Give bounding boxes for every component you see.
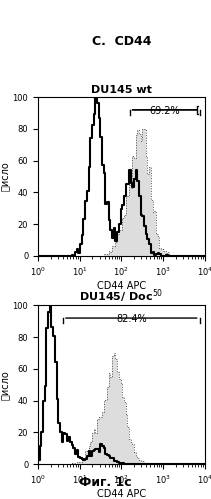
Y-axis label: 䉿исло: 䉿исло: [0, 162, 10, 192]
X-axis label: CD44 APC: CD44 APC: [97, 489, 146, 499]
Text: C.  CD44: C. CD44: [92, 35, 151, 48]
Title: DU145 wt: DU145 wt: [91, 85, 152, 95]
Title: DU145/ Doc$^{50}$: DU145/ Doc$^{50}$: [79, 288, 164, 305]
Text: 69.2%: 69.2%: [149, 106, 180, 116]
Text: 82.4%: 82.4%: [116, 314, 147, 324]
X-axis label: CD44 APC: CD44 APC: [97, 281, 146, 291]
Text: Фиг. 1c: Фиг. 1c: [79, 476, 132, 489]
Y-axis label: 䉿исло: 䉿исло: [0, 370, 10, 400]
